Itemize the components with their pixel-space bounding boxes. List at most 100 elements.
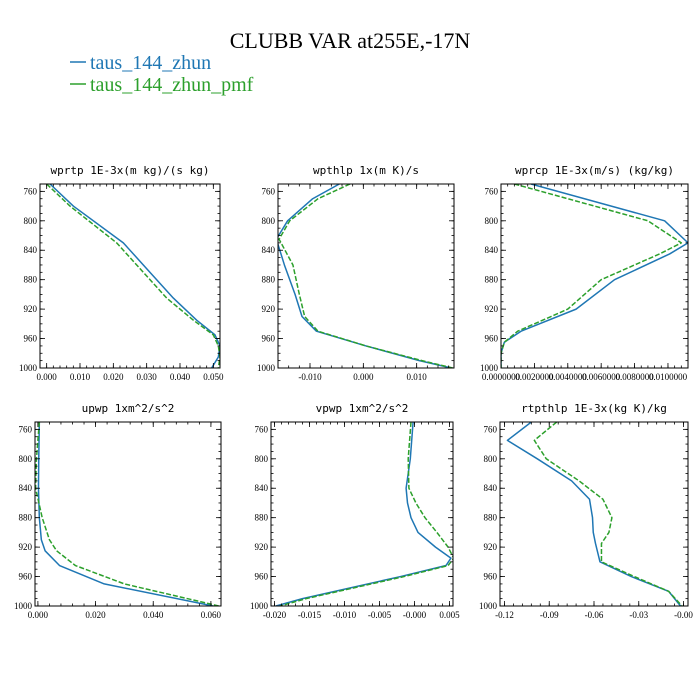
y-tick-label: 800 [24,216,38,226]
y-tick-label: 800 [484,454,498,464]
panel-title: wprcp 1E-3x(m/s) (kg/kg) [515,164,674,177]
panel-title: wpthlp 1x(m K)/s [313,164,419,177]
panel-1: wprtp 1E-3x(m kg)/(s kg) 760 800 840 880 920 9… [19,164,224,382]
y-tick-label: 880 [255,513,269,523]
x-tick-label: -0.005 [368,610,392,620]
series-group [506,422,683,606]
y-tick-label: 1000 [14,601,33,611]
y-tick-label: 800 [262,216,276,226]
x-tick-label: 0.0060000 [582,372,621,382]
y-tick-label: 1000 [250,601,269,611]
y-tick-label: 1000 [479,601,498,611]
legend: taus_144_zhun taus_144_zhun_pmf [70,52,254,96]
y-tick-label: 960 [255,572,269,582]
x-tick-label: -0.12 [495,610,514,620]
series-line-zhun [49,184,220,368]
x-tick-label: 0.020 [103,372,124,382]
x-tick-label: 0.000 [353,372,374,382]
series-line-zhun [506,422,682,606]
y-tick-label: 1000 [480,363,499,373]
y-tick-label: 960 [19,572,33,582]
y-tick-label: 960 [24,334,38,344]
x-tick-label: -0.00 [674,610,693,620]
x-tick-label: 0.0100000 [649,372,688,382]
axes-frame [34,421,222,607]
x-tick-label: 0.020 [85,610,106,620]
series-line-zhun-pmf [46,184,220,368]
y-tick-label: 840 [255,483,269,493]
x-tick-label: -0.010 [298,372,322,382]
x-tick-label: 0.010 [70,372,91,382]
x-tick-label: 0.040 [170,372,191,382]
series-group [35,422,220,606]
series-line-zhun-pmf [533,422,683,606]
x-tick-label: -0.010 [333,610,357,620]
x-tick-label: -0.015 [298,610,322,620]
y-tick-label: 840 [262,245,276,255]
y-tick-label: 840 [24,245,38,255]
axes-frame [270,421,454,607]
x-tick-label: 0.0040000 [549,372,588,382]
x-tick-label: 0.060 [201,610,222,620]
axes-frame [277,183,455,369]
x-tick-label: -0.000 [403,610,427,620]
series-line-zhun-pmf [501,184,683,368]
series-group [278,184,454,368]
y-tick-label: 800 [485,216,499,226]
x-tick-label: -0.020 [263,610,287,620]
series-line-zhun-pmf [35,422,220,606]
y-tick-label: 760 [24,186,38,196]
series-group [46,184,220,368]
legend-label-zhun: taus_144_zhun [90,52,211,74]
series-line-zhun [275,422,452,606]
y-tick-label: 920 [484,542,498,552]
x-tick-label: 0.0020000 [515,372,554,382]
y-tick-label: 880 [485,275,499,285]
panel-3: wprcp 1E-3x(m/s) (kg/kg) 760 800 840 880 920 9… [480,164,689,382]
y-tick-label: 800 [255,454,269,464]
x-tick-label: 0.000 [28,610,49,620]
y-tick-label: 960 [484,572,498,582]
x-tick-label: 0.0000000 [482,372,521,382]
x-tick-label: 0.040 [143,610,164,620]
y-tick-label: 1000 [257,363,276,373]
y-tick-label: 920 [262,304,276,314]
panel-title: rtpthlp 1E-3x(kg K)/kg [521,402,667,415]
y-tick-label: 840 [485,245,499,255]
y-tick-label: 760 [19,424,33,434]
series-line-zhun-pmf [278,184,454,368]
y-tick-label: 800 [19,454,33,464]
y-tick-label: 760 [262,186,276,196]
y-tick-label: 960 [262,334,276,344]
panel-4: upwp 1xm^2/s^2 760 800 840 880 920 960 10000.00… [14,402,222,620]
panels: wprtp 1E-3x(m kg)/(s kg) 760 800 840 880 920 9… [14,164,693,620]
y-tick-label: 960 [485,334,499,344]
y-tick-label: 840 [19,483,33,493]
x-tick-label: 0.0080000 [615,372,654,382]
panel-2: wpthlp 1x(m K)/s 760 800 840 880 920 960 1000 -0… [257,164,455,382]
y-tick-label: 880 [262,275,276,285]
x-tick-label: -0.06 [585,610,604,620]
panel-title: vpwp 1xm^2/s^2 [316,402,409,415]
y-tick-label: 880 [24,275,38,285]
y-tick-label: 880 [484,513,498,523]
axes-frame [39,183,221,369]
y-tick-label: 920 [24,304,38,314]
y-tick-label: 760 [255,424,269,434]
x-tick-label: 0.030 [137,372,158,382]
y-tick-label: 880 [19,513,33,523]
series-line-zhun [37,422,214,606]
y-tick-label: 920 [255,542,269,552]
y-tick-label: 920 [485,304,499,314]
panel-6: rtpthlp 1E-3x(kg K)/kg 760 800 840 880 920 960… [479,402,693,620]
series-group [501,184,688,368]
panel-title: upwp 1xm^2/s^2 [82,402,175,415]
panel-5: vpwp 1xm^2/s^27608008408809209601000-0.0… [250,402,460,620]
x-tick-label: -0.09 [540,610,559,620]
legend-label-zhun-pmf: taus_144_zhun_pmf [90,74,254,96]
x-tick-label: -0.03 [629,610,648,620]
figure-title: CLUBB VAR at255E,-17N [230,28,471,53]
x-tick-label: 0.010 [407,372,428,382]
